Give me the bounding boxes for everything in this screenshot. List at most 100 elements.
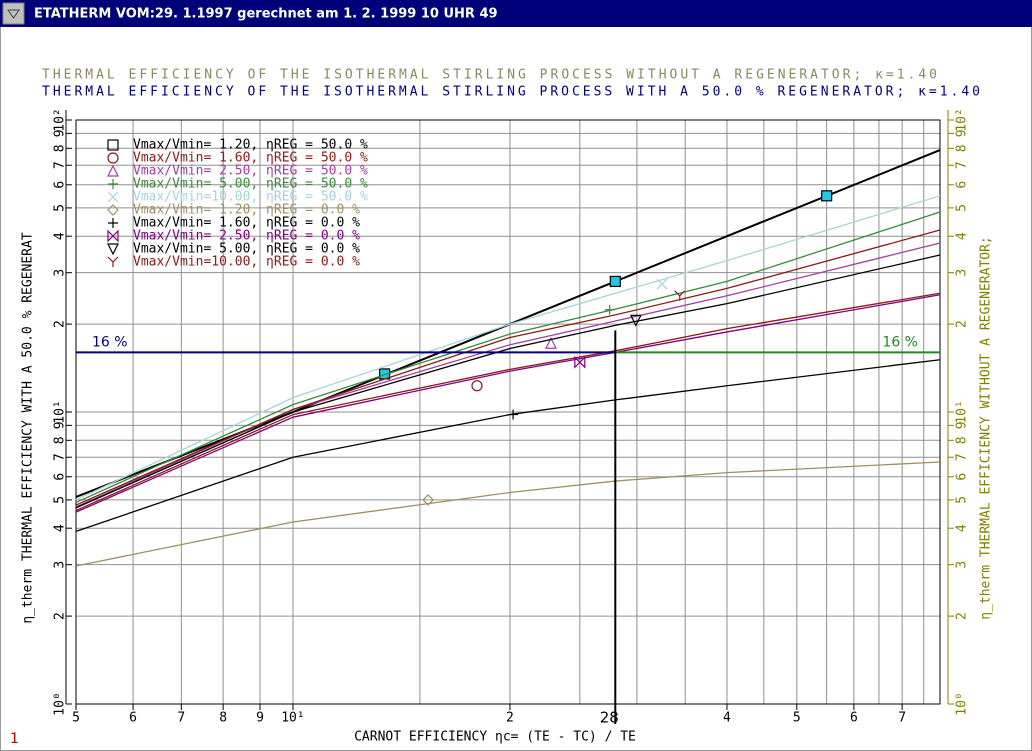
marker: [629, 314, 642, 327]
marker: [107, 256, 119, 267]
marker: [674, 290, 686, 301]
series-line: [75, 461, 941, 567]
marker: [107, 204, 119, 216]
marker: [508, 409, 519, 420]
annotation: 16 %: [882, 334, 918, 350]
y-tick-label: 4: [53, 232, 68, 240]
chart-title: THERMAL EFFICIENCY OF THE ISOTHERMAL STI…: [42, 68, 937, 83]
y-tick-label: 8: [53, 144, 68, 152]
y2-axis-label: η_therm THERMAL EFFICIENCY WITHOUT A REG…: [979, 236, 994, 620]
legend-label: Vmax/Vmin= 1.60, ηREG = 50.0 %: [133, 151, 368, 166]
marker: [107, 243, 119, 256]
y2-tick-label: 2: [955, 612, 970, 620]
plot-frame: [75, 119, 941, 705]
x-tick-label: 2: [506, 711, 514, 726]
system-menu-button[interactable]: [2, 2, 25, 25]
marker: [574, 355, 586, 369]
y2-tick-label: 7: [955, 453, 970, 461]
series-line: [75, 254, 941, 509]
y2-tick-label: 10²: [955, 108, 970, 131]
legend-label: Vmax/Vmin= 2.50, ηREG = 0.0 %: [133, 229, 360, 244]
marker: [821, 190, 833, 202]
y-tick-label: 4: [53, 524, 68, 532]
y2-tick-label: 9: [955, 421, 970, 429]
y2-tick-label: 6: [955, 473, 970, 481]
x-tick-label: 7: [177, 711, 185, 726]
marker: [107, 164, 119, 177]
y-tick-label: 3: [53, 561, 68, 569]
legend-label: Vmax/Vmin= 5.00, ηREG = 50.0 %: [133, 177, 368, 192]
legend-label: Vmax/Vmin=10.00, ηREG = 0.0 %: [133, 255, 360, 270]
page-number: 1: [10, 731, 19, 747]
series-line: [75, 294, 941, 513]
menu-icon: [7, 9, 20, 19]
x-tick-label: 8: [219, 711, 227, 726]
y2-tick-label: 5: [955, 496, 970, 504]
y2-tick-label: 6: [955, 181, 970, 189]
y2-tick-label: 2: [955, 320, 970, 328]
legend-label: Vmax/Vmin= 1.20, ηREG = 0.0 %: [133, 203, 360, 218]
y-tick-label: 3: [53, 269, 68, 277]
marker: [609, 275, 621, 288]
chart-subtitle: THERMAL EFFICIENCY OF THE ISOTHERMAL STI…: [42, 85, 980, 100]
marker: [107, 191, 119, 203]
window-title: ETATHERM VOM:29. 1.1997 gerechnet am 1. …: [34, 7, 498, 22]
marker: [107, 229, 119, 243]
y-tick-label: 6: [53, 181, 68, 189]
x-tick-label: 6: [129, 711, 137, 726]
y2-tick-label: 3: [955, 269, 970, 277]
legend-label: Vmax/Vmin= 1.20, ηREG = 50.0 %: [133, 138, 368, 153]
y-tick-label: 6: [53, 473, 68, 481]
y-tick-label: 10¹: [53, 400, 68, 423]
y-tick-label: 5: [53, 204, 68, 212]
marker: [107, 152, 119, 164]
y2-tick-label: 5: [955, 204, 970, 212]
series-line: [75, 292, 941, 512]
title-bar: [0, 0, 1032, 27]
y-tick-label: 9: [53, 421, 68, 429]
x-tick-label: 4: [723, 711, 731, 726]
x-tick-label: 7: [898, 711, 906, 726]
marker: [656, 278, 668, 290]
series-line: [75, 229, 941, 506]
annotation: 28: [600, 709, 619, 727]
series-line: [75, 195, 941, 501]
y2-tick-label: 8: [955, 144, 970, 152]
marker: [422, 494, 434, 506]
y-tick-label: 10⁰: [53, 692, 68, 715]
marker: [545, 336, 557, 349]
y-tick-label: 2: [53, 612, 68, 620]
x-tick-label: 10¹: [281, 711, 304, 726]
series-line: [75, 359, 941, 533]
legend-label: Vmax/Vmin=10.00, ηREG = 50.0 %: [133, 190, 368, 205]
marker: [107, 139, 119, 151]
x-tick-label: 6: [850, 711, 858, 726]
y2-tick-label: 7: [955, 161, 970, 169]
legend-label: Vmax/Vmin= 1.60, ηREG = 0.0 %: [133, 216, 360, 231]
y2-tick-label: 4: [955, 232, 970, 240]
y-tick-label: 2: [53, 320, 68, 328]
marker: [604, 304, 615, 315]
y-tick-label: 5: [53, 496, 68, 504]
annotation: 16 %: [92, 334, 128, 350]
y-tick-label: 8: [53, 436, 68, 444]
marker: [471, 380, 483, 392]
y-tick-label: 10²: [53, 108, 68, 131]
y-tick-label: 7: [53, 453, 68, 461]
y2-tick-label: 10¹: [955, 400, 970, 423]
legend-label: Vmax/Vmin= 5.00, ηREG = 0.0 %: [133, 242, 360, 257]
x-tick-label: 5: [72, 711, 80, 726]
y2-tick-label: 4: [955, 524, 970, 532]
series-line: [75, 211, 941, 504]
y-tick-label: 9: [53, 129, 68, 137]
x-tick-label: 5: [793, 711, 801, 726]
y2-tick-label: 9: [955, 129, 970, 137]
y2-tick-label: 3: [955, 561, 970, 569]
legend-label: Vmax/Vmin= 2.50, ηREG = 50.0 %: [133, 164, 368, 179]
y-axis-label: η_therm THERMAL EFFICIENCY WITH A 50.0 %…: [21, 232, 36, 624]
y-tick-label: 7: [53, 161, 68, 169]
marker: [108, 218, 118, 228]
